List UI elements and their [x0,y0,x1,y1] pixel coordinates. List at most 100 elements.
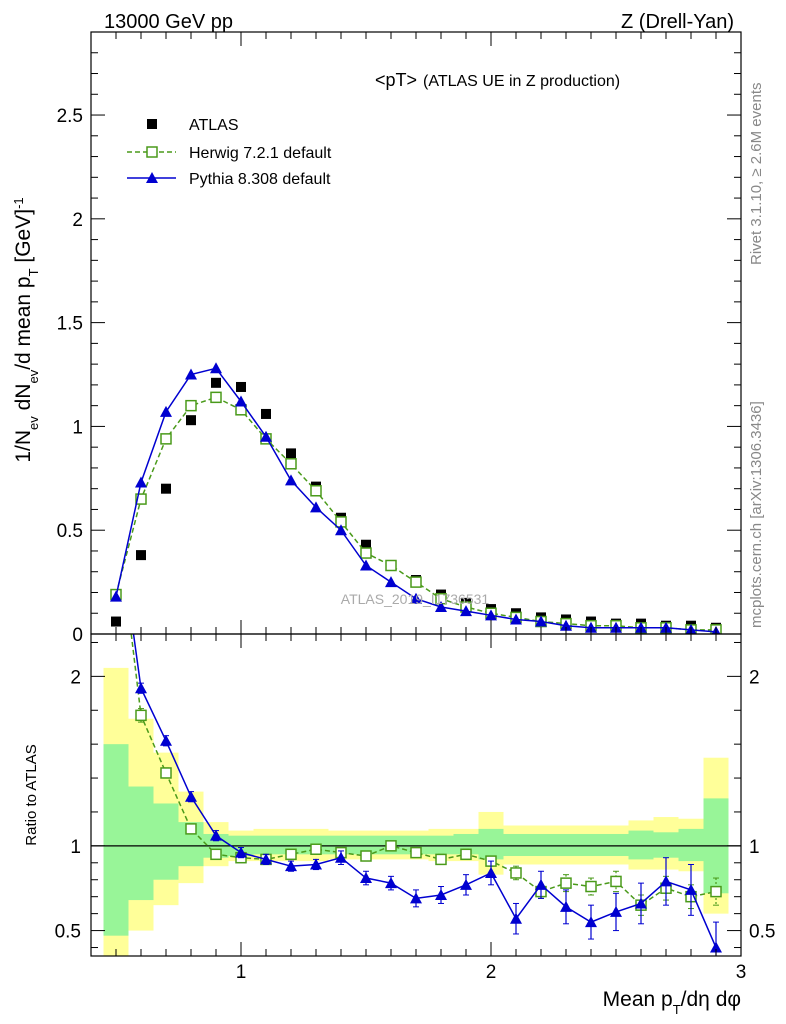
legend-label-0: ATLAS [189,117,239,134]
main-point-2 [385,576,397,588]
ratio-band-inner [553,833,579,857]
ratio-point-1 [185,790,197,802]
main-point-1 [360,547,372,559]
ratio-y-tick-label: 0.5 [55,922,81,943]
ratio-y-tick-label-right: 2 [749,667,760,688]
ratio-band-inner [253,835,279,855]
mcplots-label: mcplots.cern.ch [arXiv:1306.3436] [748,401,765,628]
main-point-2 [185,368,197,380]
ratio-point-1 [385,877,397,889]
ratio-point-0 [510,867,522,879]
main-point-2 [360,559,372,571]
ratio-band-inner [278,835,304,855]
header-energy: 13000 GeV pp [104,11,233,33]
ratio-y-tick-label: 2 [70,667,81,688]
main-point-1 [385,559,397,572]
ratio-band-inner [353,835,379,855]
main-y-tick-label: 1 [72,417,83,438]
ratio-point-1 [335,851,347,863]
main-point-0 [261,408,271,419]
header-process: Z (Drell-Yan) [621,11,734,33]
main-point-1 [310,485,322,497]
ratio-point-0 [160,767,172,779]
main-point-2 [260,430,272,442]
main-point-2 [485,609,497,621]
ratio-point-1 [535,878,547,890]
ratio-point-0 [410,846,422,859]
ratio-band-inner [603,833,629,857]
ratio-band-inner [578,833,604,857]
main-point-2 [285,474,297,486]
main-point-0 [236,381,246,392]
main-point-2 [160,405,172,417]
ratio-point-0 [135,709,147,722]
ratio-band-inner [478,828,504,860]
x-tick-label: 3 [736,962,747,983]
legend-label-1: Herwig 7.2.1 default [189,145,332,162]
ratio-point-0 [435,853,447,866]
main-point-2 [210,362,222,374]
main-ylabel: 1/Nev dNev/d mean pT [GeV]-1 [11,197,41,462]
rivet-label: Rivet 3.1.10, ≥ 2.6M events [748,83,765,266]
ratio-point-0 [285,848,297,861]
plot-subtitle: (ATLAS UE in Z production) [423,73,620,90]
ratio-band-inner [103,744,129,936]
ratio-point-1 [585,916,597,928]
ratio-band-inner [128,786,154,901]
ratio-point-0 [310,843,322,855]
main-data [110,362,722,634]
main-point-2 [135,476,147,488]
main-point-0 [111,616,121,627]
ratio-point-0 [111,502,121,512]
main-point-2 [460,605,472,617]
ratio-band-inner [628,830,654,860]
main-point-2 [510,613,522,625]
ratio-band-inner [528,833,554,857]
ratio-band-inner [678,828,704,862]
ratio-band-inner [403,835,429,855]
ratio-point-1 [210,829,222,841]
ratio-point-1 [110,501,122,512]
main-point-1 [160,433,172,445]
main-plot: 0 0.5 1 1.5 2 2.5 [57,31,742,646]
x-tick-label: 2 [486,962,497,983]
main-point-2 [535,615,547,627]
ratio-point-1 [310,858,322,870]
plot-title-main: <pT> [375,70,417,90]
ratio-point-0 [460,848,472,861]
ratio-point-1 [710,941,722,953]
main-point-2 [335,524,347,536]
x-tick-label: 1 [236,962,247,983]
main-y-tick-label: 2 [72,210,83,231]
main-point-0 [286,448,296,459]
legend-label-2: Pythia 8.308 default [189,171,331,188]
legend-marker-0 [147,119,157,129]
ratio-band-inner [453,833,479,855]
ratio-y-tick-label: 1 [70,837,81,858]
ratio-point-0 [210,848,222,861]
ratio-point-1 [160,734,172,746]
main-y-tick-label: 2.5 [57,106,83,127]
ratio-point-1 [135,682,147,694]
ratio-band-inner [328,835,354,855]
main-point-2 [235,395,247,407]
ratio-point-0 [185,823,197,835]
ratio-point-1 [660,875,672,887]
ratio-point-1 [610,905,622,917]
main-point-2 [560,619,572,631]
main-point-0 [161,483,171,494]
ratio-point-1 [460,878,472,890]
main-y-tick-label: 1.5 [57,314,83,335]
ratio-point-1 [635,897,647,909]
ratio-point-1 [235,846,247,858]
ratio-point-1 [685,883,697,895]
legend: ATLAS Herwig 7.2.1 default Pythia 8.308 de… [127,117,332,188]
ratio-point-1 [285,860,297,872]
ratio-point-0 [610,875,622,888]
main-y-tick-label: 0.5 [57,521,83,542]
main-point-0 [186,415,196,426]
main-point-1 [210,391,222,404]
ratio-point-0 [710,885,722,898]
legend-marker-1 [146,146,158,158]
main-point-1 [135,493,147,505]
